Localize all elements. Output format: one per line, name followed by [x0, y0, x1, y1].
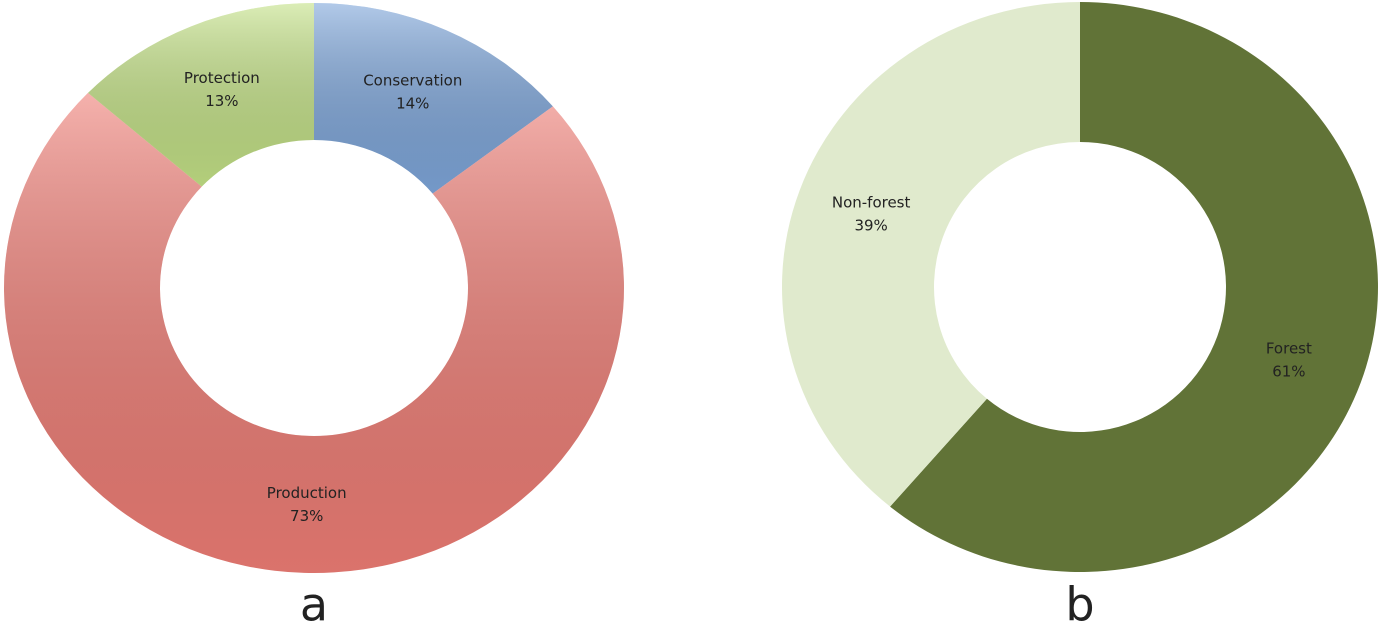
slice-category: Conservation: [363, 72, 462, 90]
slice-value-label: 13%: [205, 92, 238, 110]
slice-category: Forest: [1266, 339, 1312, 357]
donut-slice: [781, 2, 1080, 507]
slice-value-label: 61%: [1272, 362, 1305, 380]
slice-category: Production: [267, 484, 347, 502]
panel-label: b: [1065, 578, 1094, 632]
slice-value-label: 73%: [290, 507, 323, 525]
donut-slice: [890, 2, 1378, 572]
slice-value-label: 14%: [396, 95, 429, 113]
slice-category: Non-forest: [832, 194, 911, 212]
slice-category: Protection: [184, 69, 260, 87]
slice-value-label: 39%: [854, 217, 887, 235]
panel-label: a: [300, 578, 328, 632]
